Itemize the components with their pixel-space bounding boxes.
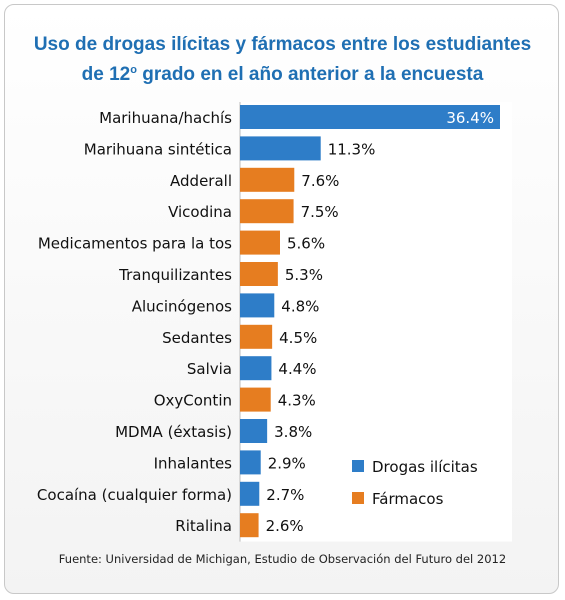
category-label: Marihuana sintética (84, 140, 232, 158)
bar (240, 387, 271, 412)
data-label: 36.4% (446, 109, 494, 127)
bar (240, 450, 261, 475)
category-label: Sedantes (162, 329, 232, 347)
chart-title-line2-after: grado en el año anterior a la encuesta (136, 64, 484, 85)
chart-title-line2: de 12o grado en el año anterior a la enc… (0, 60, 565, 90)
bar (240, 105, 500, 129)
data-label: 5.6% (287, 235, 325, 253)
chart-title-line2-before: de 12 (81, 64, 131, 85)
category-label: Salvia (187, 360, 232, 378)
data-label: 4.8% (281, 297, 319, 315)
data-label: 5.3% (285, 266, 323, 284)
data-label: 4.4% (278, 360, 316, 378)
category-label: Marihuana/hachís (99, 109, 232, 127)
source-note: Fuente: Universidad de Michigan, Estudio… (58, 552, 507, 566)
chart-title-line1: Uso de drogas ilícitas y fármacos entre … (33, 34, 532, 55)
chart-title: Uso de drogas ilícitas y fármacos entre … (0, 30, 565, 90)
legend-label: Fármacos (372, 490, 444, 508)
bar (240, 293, 275, 318)
bar (240, 136, 321, 161)
category-label: Inhalantes (154, 454, 233, 472)
data-label: 7.6% (301, 172, 339, 190)
bar (240, 230, 280, 255)
data-label: 2.7% (266, 486, 304, 504)
chart-title-superscript: o (130, 64, 137, 76)
data-label: 4.3% (278, 392, 316, 410)
bar (240, 167, 295, 192)
data-label: 2.6% (266, 517, 304, 535)
bar (240, 481, 260, 506)
bar (240, 199, 294, 224)
category-label: OxyContin (154, 392, 232, 410)
data-label: 11.3% (328, 140, 376, 158)
category-label: Medicamentos para la tos (38, 235, 232, 253)
legend-swatch (352, 460, 364, 472)
category-label: Alucinógenos (132, 297, 232, 315)
legend-label: Drogas ilícitas (372, 458, 478, 476)
data-label: 4.5% (279, 329, 317, 347)
bar (240, 419, 268, 443)
bar (240, 513, 259, 538)
legend-swatch (352, 492, 364, 504)
bar (240, 356, 272, 381)
bar (240, 262, 278, 286)
category-label: Cocaína (cualquier forma) (37, 486, 232, 504)
bar (240, 324, 273, 349)
category-label: Adderall (170, 172, 232, 190)
category-label: MDMA (éxtasis) (115, 423, 232, 441)
category-label: Ritalina (175, 517, 232, 535)
data-label: 2.9% (268, 454, 306, 472)
data-label: 3.8% (274, 423, 312, 441)
category-label: Vicodina (168, 203, 232, 221)
data-label: 7.5% (301, 203, 339, 221)
category-label: Tranquilizantes (118, 266, 232, 284)
